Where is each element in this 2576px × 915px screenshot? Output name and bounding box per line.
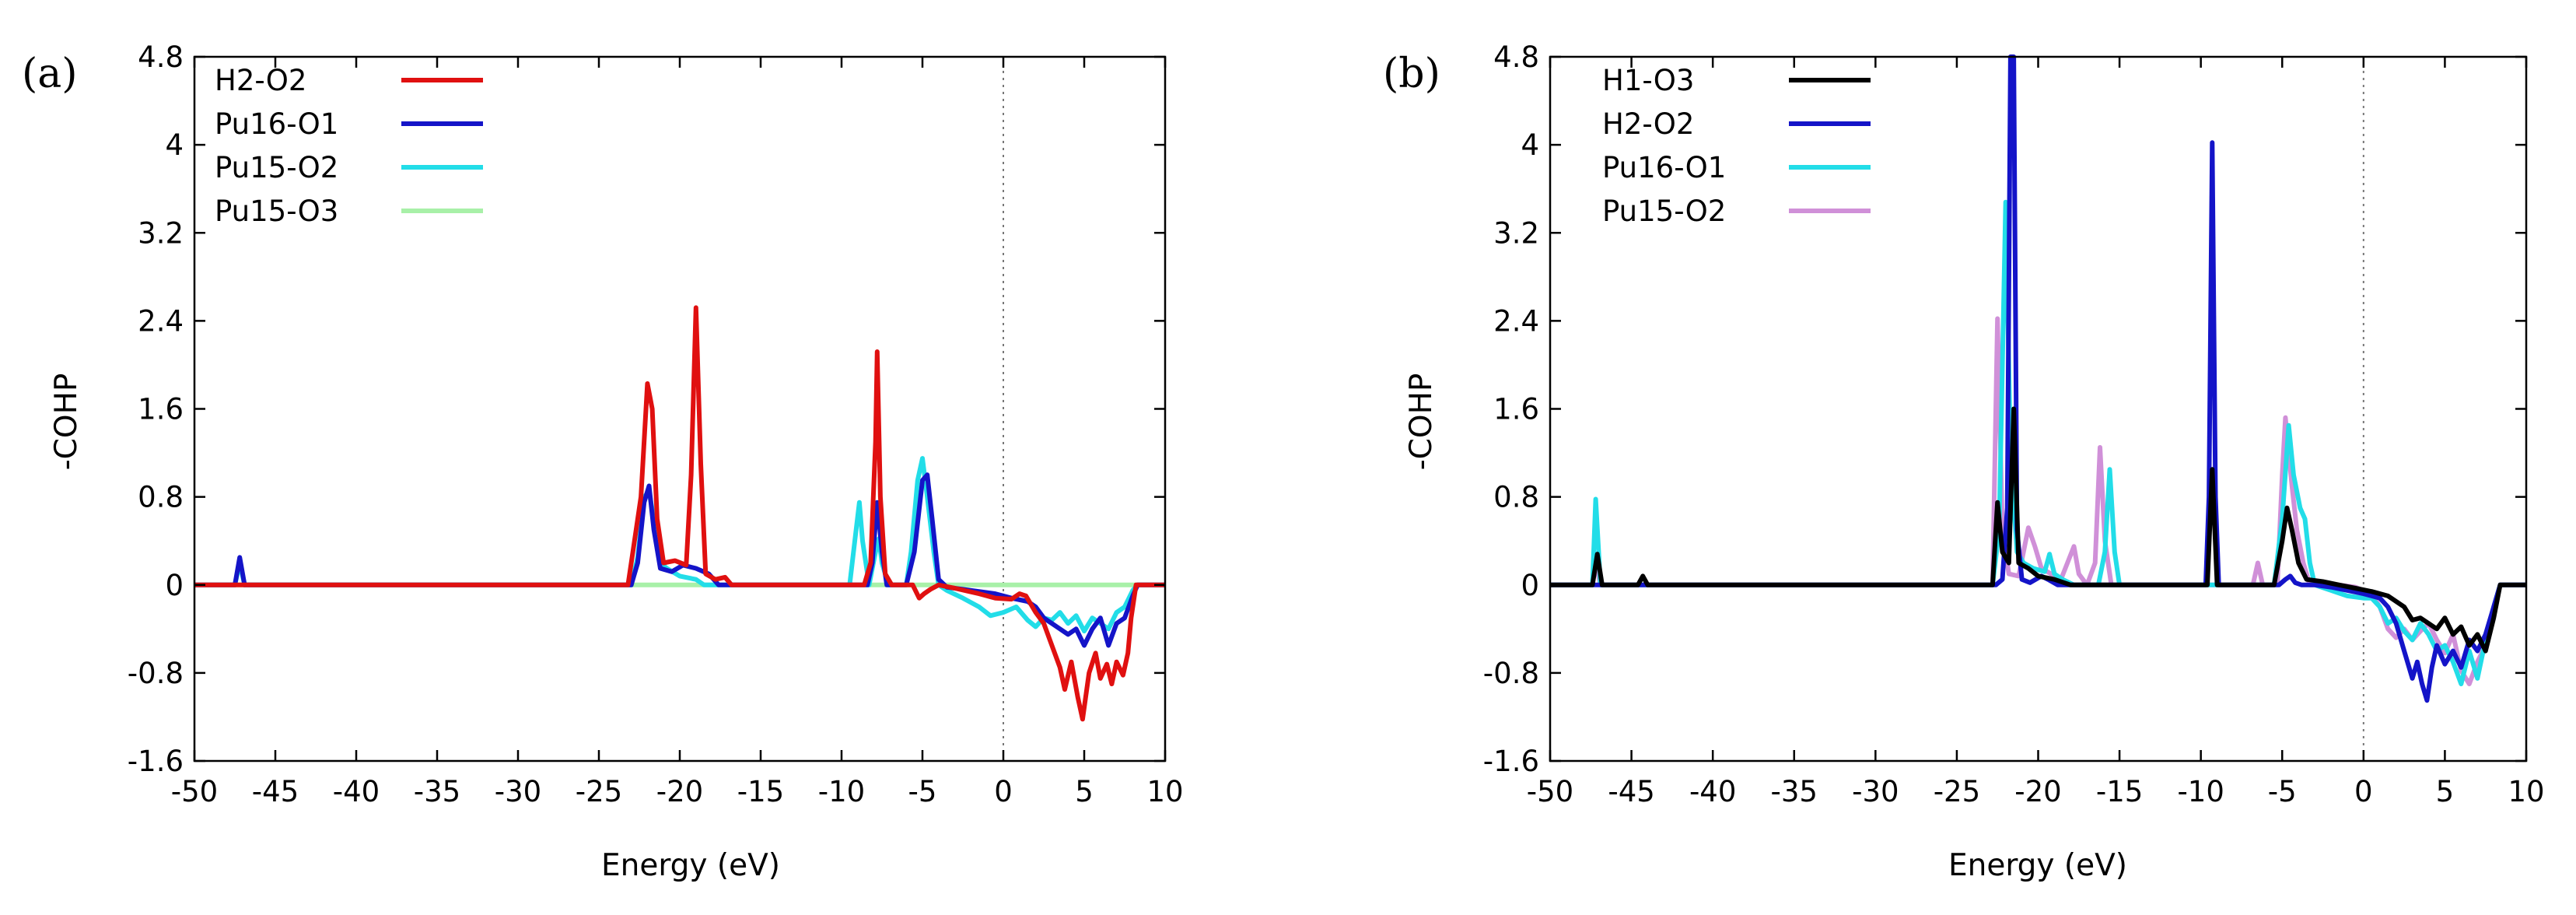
panel-a-series-group [194,305,1165,722]
panel-a-y-tick-label: 3.2 [138,216,184,250]
panel-b-x-tick-label: -10 [2177,775,2224,808]
panel-b-y-tick-label: 4 [1521,128,1539,162]
panel-b-y-tick-label: 0 [1521,569,1539,602]
panel-b-x-tick-label: 10 [2508,775,2544,808]
panel-a-legend-label: Pu15-O2 [215,151,338,184]
panel-a-x-axis-title: Energy (eV) [601,848,780,883]
panel-b-y-tick-label: 0.8 [1493,481,1539,514]
panel-a-x-tick-label: -35 [414,775,460,808]
panel-a-legend: H2-O2 Pu16-O1 Pu15-O2 Pu15-O3 [215,64,483,228]
panel-a-y-tick-label: 2.4 [138,304,184,338]
panel-b-legend-label: H2-O2 [1602,107,1694,141]
panel-a-x-tick-label: -40 [333,775,380,808]
panel-a-y-tick-label: 0 [165,569,184,602]
panel-a-legend-label: H2-O2 [215,64,306,97]
panel-a-x-tick-label: -10 [818,775,865,808]
panel-a-x-tick-label: 0 [994,775,1013,808]
panel-a-chart: (a) -COHP Energy (eV) -50 -45 -40 -35 -30 -25… [22,40,1184,883]
panel-b-y-tick-label: -0.8 [1483,657,1539,690]
panel-b-chart: (b) -COHP Energy (eV) -50 -45 -40 -35 -30 -25… [1383,40,2545,883]
panel-b-x-tick-label: -40 [1689,775,1736,808]
panel-a-x-tick-label: -50 [171,775,218,808]
panel-b-x-tick-label: -45 [1608,775,1654,808]
panel-b-series-line-3 [1550,316,2526,686]
panel-a-legend-label: Pu15-O3 [215,195,338,228]
panel-a-x-tick-label: -30 [495,775,541,808]
panel-a-legend-label: Pu16-O1 [215,107,338,141]
panel-a-x-tick-label: -25 [576,775,622,808]
panel-b-x-tick-label: -20 [2014,775,2061,808]
panel-a-y-tick-label: -1.6 [128,745,184,778]
panel-b-legend-label: Pu15-O2 [1602,195,1726,228]
panel-b-y-tick-label: -1.6 [1483,745,1539,778]
panel-a-y-tick-label: -0.8 [128,657,184,690]
panel-b-x-tick-label: -15 [2096,775,2143,808]
panel-a-y-tick-label: 1.6 [138,393,184,426]
panel-b-legend-label: Pu16-O1 [1602,151,1726,184]
panel-b-x-tick-label: -25 [1934,775,1980,808]
panel-a-x-tick-label: -45 [252,775,299,808]
panel-b-legend-label: H1-O3 [1602,64,1694,97]
panel-b-legend: H1-O3 H2-O2 Pu16-O1 Pu15-O2 [1602,64,1871,228]
panel-a-x-tick-label: -20 [656,775,703,808]
panel-a-y-tick-label: 4 [165,128,184,162]
panel-a-y-tick-label: 0.8 [138,481,184,514]
panel-b-series-line-1 [1550,54,2526,703]
panel-a-label: (a) [22,51,78,97]
panel-b-y-tick-label: 4.8 [1493,40,1539,74]
panel-a-y-tick-label: 4.8 [138,40,184,74]
panel-b-series-line-0 [1550,406,2526,654]
panel-b-x-tick-label: -5 [2268,775,2297,808]
panel-b-y-axis-title: -COHP [1404,373,1439,471]
panel-b-label: (b) [1383,51,1440,97]
panel-b-y-tick-label: 1.6 [1493,393,1539,426]
panel-b-y-tick-label: 2.4 [1493,304,1539,338]
panel-a-x-tick-label: 10 [1146,775,1183,808]
panel-b-x-tick-label: 0 [2354,775,2373,808]
panel-b-x-tick-label: 5 [2436,775,2455,808]
panel-a-series-line-0 [194,305,1165,722]
panel-a-series-line-1 [194,472,1165,648]
panel-a-x-tick-label: 5 [1075,775,1094,808]
panel-a-x-tick-label: -5 [908,775,937,808]
panel-a-y-axis-title: -COHP [49,373,84,471]
panel-b-x-tick-label: -50 [1527,775,1573,808]
panel-b-x-tick-label: -35 [1771,775,1818,808]
panel-b-x-axis-title: Energy (eV) [1948,848,2127,883]
panel-b-series-group [1550,54,2526,703]
panel-b-x-tick-label: -30 [1852,775,1899,808]
panel-b-y-tick-label: 3.2 [1493,216,1539,250]
panel-a-x-tick-label: -15 [737,775,784,808]
